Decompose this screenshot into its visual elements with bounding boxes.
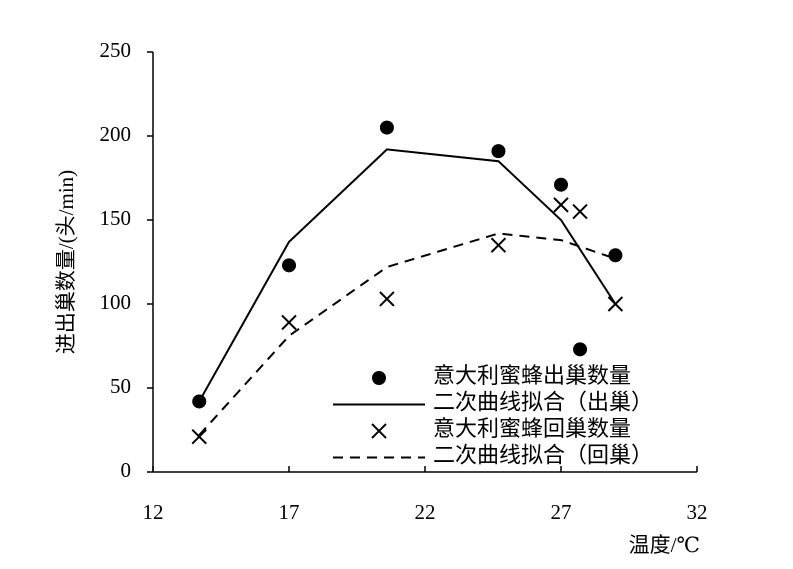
legend-marker [372, 371, 386, 385]
point [282, 258, 296, 273]
x-axis-label: 温度/℃ [629, 533, 700, 557]
point [572, 203, 588, 220]
point [573, 342, 588, 357]
legend-label: 意大利蜜蜂出巢数量 [433, 363, 631, 388]
x-tick-label: 17 [279, 500, 300, 524]
legend-marker [371, 423, 387, 439]
y-tick-label: 0 [121, 458, 132, 482]
y-tick-label: 200 [100, 122, 132, 146]
point [553, 197, 569, 213]
point [379, 120, 394, 135]
fit-line [198, 148, 617, 402]
point [379, 291, 395, 307]
legend-label: 二次曲线拟合（出巢） [433, 390, 653, 415]
y-tick-label: 250 [100, 38, 132, 62]
legend-label: 意大利蜜蜂回巢数量 [433, 416, 631, 441]
x-tick-label: 32 [687, 500, 708, 524]
point [608, 248, 623, 263]
fit-line [198, 232, 616, 436]
y-tick-label: 100 [100, 290, 132, 314]
y-axis-label: 进出巢数量/(头/min) [54, 170, 78, 354]
point [607, 296, 624, 312]
y-tick-label: 50 [110, 374, 131, 398]
point [281, 314, 297, 331]
point [191, 429, 207, 445]
legend-label: 二次曲线拟合（回巢） [433, 443, 653, 468]
point [491, 144, 506, 159]
point [490, 237, 507, 253]
x-tick-label: 27 [551, 500, 572, 524]
y-tick-label: 150 [100, 206, 132, 230]
x-tick-label: 12 [143, 500, 164, 524]
x-tick-label: 22 [415, 500, 436, 524]
point [554, 177, 568, 192]
